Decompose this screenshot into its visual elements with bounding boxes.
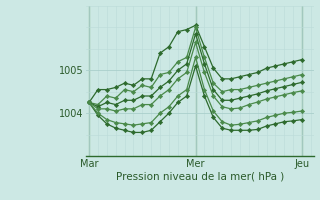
X-axis label: Pression niveau de la mer( hPa ): Pression niveau de la mer( hPa ) bbox=[116, 172, 284, 182]
